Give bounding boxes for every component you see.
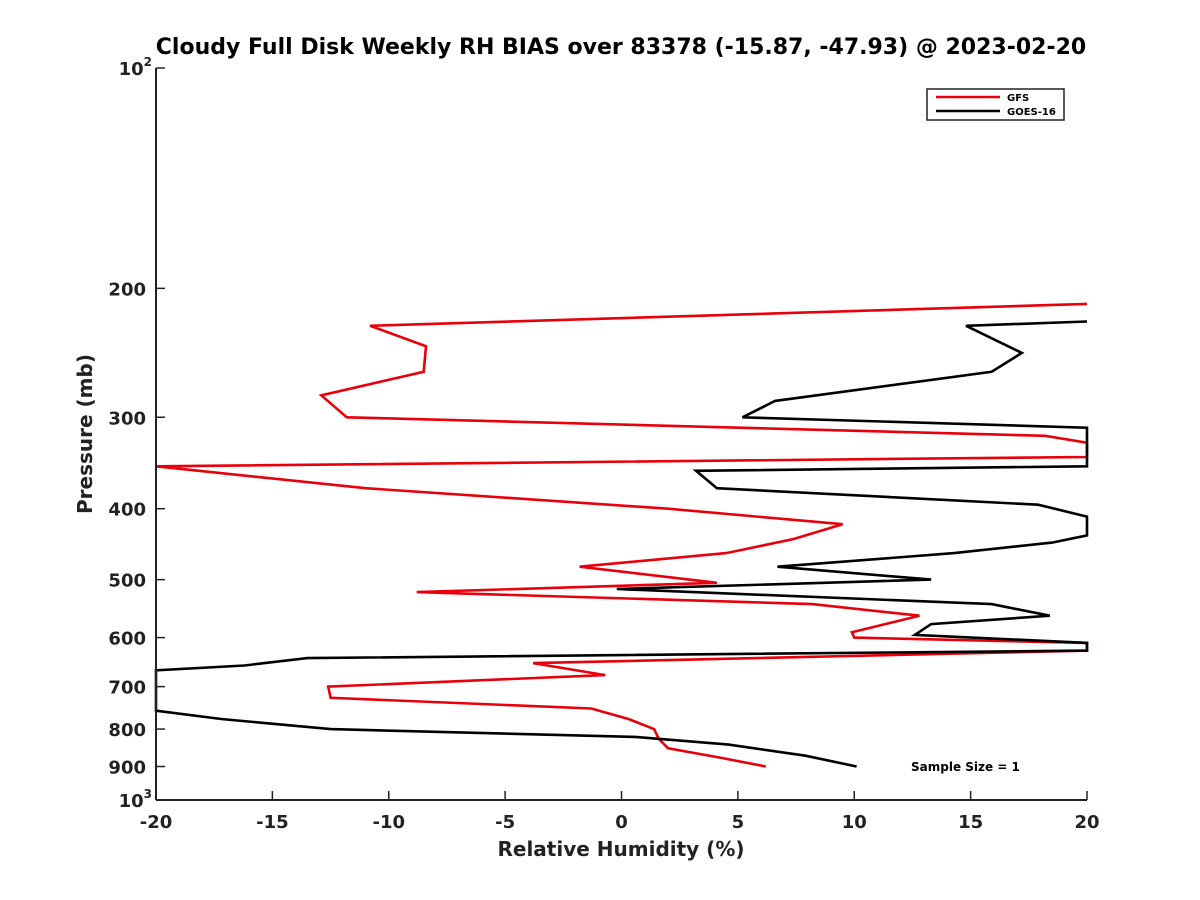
y-tick-label: 700 — [108, 678, 146, 699]
x-axis-label: Relative Humidity (%) — [497, 837, 744, 861]
legend-box — [926, 88, 1065, 121]
x-tick-label: -10 — [372, 812, 405, 833]
x-tick-label: -15 — [256, 812, 289, 833]
x-axis-ticks: -20 -15 -10 -5 0 5 10 15 20 — [140, 791, 1100, 833]
y-tick-label: 200 — [108, 279, 146, 300]
series-line-goes-16 — [154, 320, 1089, 768]
x-tick-label: -20 — [140, 812, 173, 833]
legend-label-goes-16: GOES-16 — [1007, 107, 1056, 118]
x-tick-label: -5 — [495, 812, 515, 833]
y-tick-label: 900 — [108, 758, 146, 779]
x-tick-label: 10 — [842, 812, 867, 833]
x-tick-label: 0 — [615, 812, 628, 833]
chart-title: Cloudy Full Disk Weekly RH BIAS over 833… — [156, 35, 1086, 60]
legend-label-gfs: GFS — [1007, 93, 1029, 104]
y-axis-label: Pressure (mb) — [73, 354, 97, 514]
x-tick-label: 15 — [958, 812, 983, 833]
y-tick-label: 400 — [108, 500, 146, 521]
y-tick-label: 500 — [108, 571, 146, 592]
x-tick-label: 5 — [732, 812, 745, 833]
y-tick-label: 300 — [108, 408, 146, 429]
x-tick-label: 20 — [1074, 812, 1099, 833]
y-tick-label: 600 — [108, 629, 146, 650]
sample-size-annotation: Sample Size = 1 — [911, 760, 1020, 774]
y-tick-label: 800 — [108, 720, 146, 741]
y-tick-label: 102 — [119, 55, 152, 80]
legend: GFS GOES-16 — [926, 88, 1065, 121]
series-line-gfs — [155, 302, 1089, 768]
series-layer — [154, 302, 1089, 768]
